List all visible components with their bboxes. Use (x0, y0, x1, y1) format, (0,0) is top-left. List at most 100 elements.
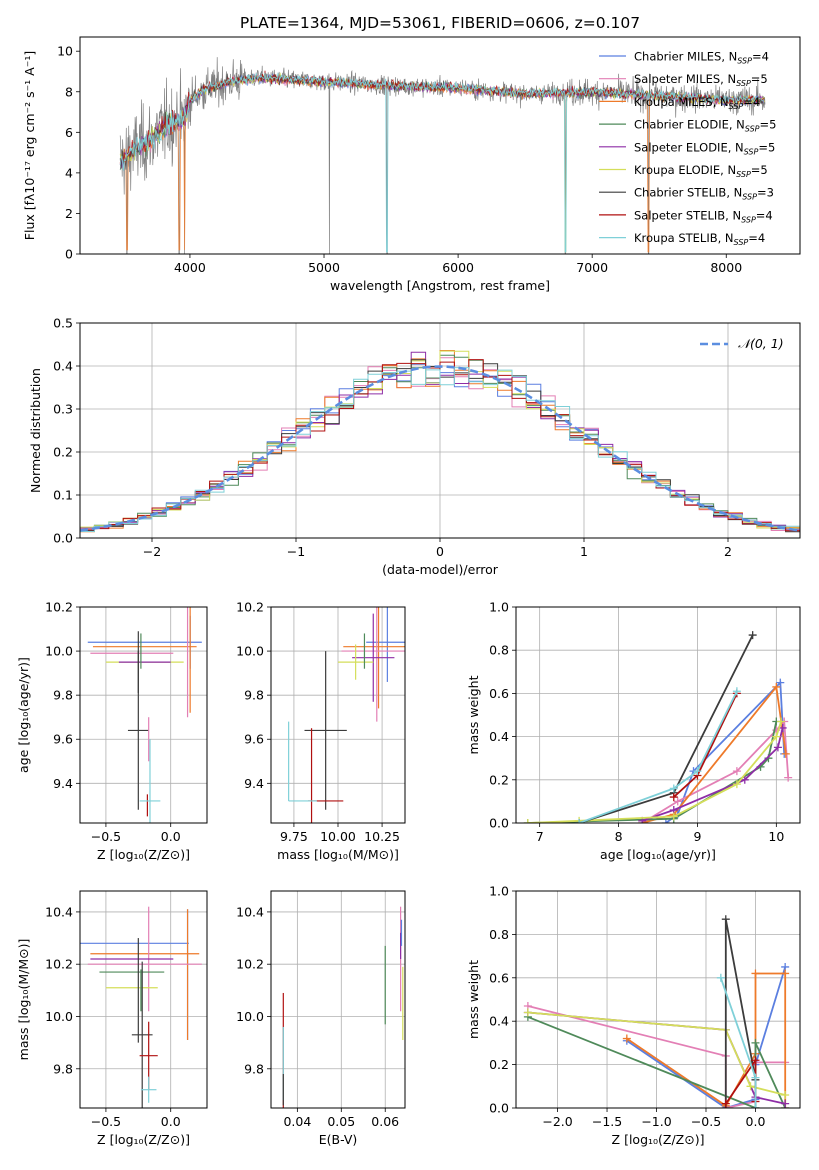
x-axis-label: age [log₁₀(age/yr)] (600, 847, 716, 862)
legend-nssp: =3 (757, 186, 774, 200)
weight-marker (772, 682, 781, 691)
x-tick-label: 10.00 (320, 829, 356, 844)
legend-entry-3: Chabrier ELODIE, NSSP=5 (634, 118, 776, 134)
x-tick-label: 9 (693, 829, 701, 844)
weight-marker (661, 819, 670, 823)
model-spectrum-7 (119, 70, 765, 164)
y-tick-label: 9.6 (244, 732, 264, 747)
x-tick-label: 0.0 (746, 1114, 766, 1129)
x-tick-label: 0.05 (327, 1114, 355, 1129)
y-tick-label: 0.8 (489, 927, 509, 942)
x-tick-label: −0.5 (91, 1114, 121, 1129)
plot-area (87, 607, 202, 823)
x-tick-label: 4000 (174, 260, 206, 275)
y-tick-label: 9.8 (53, 1061, 73, 1076)
error-bar-point (338, 644, 374, 680)
plot-area (80, 350, 800, 535)
weight-series-5 (527, 721, 782, 823)
weight-marker (575, 819, 584, 823)
plot-area (80, 906, 202, 1108)
y-tick-label: 10.4 (45, 904, 73, 919)
weight-marker (669, 793, 678, 802)
weight-marker (732, 687, 741, 696)
error-bar-point (352, 613, 395, 702)
weight-marker (669, 784, 678, 793)
x-tick-label: 7 (536, 829, 544, 844)
legend-name: Chabrier MILES, N (634, 50, 737, 64)
weight-marker (732, 780, 741, 789)
x-tick-label: −0.5 (691, 1114, 721, 1129)
weight-marker (716, 973, 725, 982)
axes-frame (270, 606, 406, 824)
y-tick-label: 10.0 (45, 644, 73, 659)
weight-marker (523, 819, 532, 823)
legend-nssp: =4 (743, 95, 760, 109)
weight-marker (772, 732, 781, 741)
x-tick-label: −1.0 (641, 1114, 671, 1129)
panel-spectrum: 4000 5000 6000 7000 8000 0 2 4 6 8 10 wavelength [A… (22, 36, 801, 293)
x-tick-label: 9.75 (280, 829, 308, 844)
y-tick-label: 0.0 (489, 1101, 509, 1116)
legend-nssp: =5 (758, 140, 775, 154)
x-axis-label: Z [log₁₀(Z/Z⊙)] (97, 1132, 190, 1147)
legend-nssp: =5 (751, 163, 768, 177)
legend-entry-4: Salpeter ELODIE, NSSP=5 (634, 140, 775, 156)
panel-mass_vs_Z: −0.5 0.0 9.8 10.0 10.2 10.4 Z [log₁₀(Z/Z⊙)] mas… (16, 890, 208, 1147)
y-axis-label: Normed distribution (28, 368, 43, 493)
weight-series-8 (578, 690, 738, 823)
y-tick-label: 0.6 (489, 970, 509, 985)
error-bar-point (140, 1076, 157, 1103)
weight-marker (776, 678, 785, 687)
error-bar-point (366, 607, 405, 682)
weight-series-2 (626, 972, 787, 1108)
panel-residuals: −2 −1 0 1 2 0.0 0.1 0.2 0.3 0.4 0.5 (data-model)/er… (28, 316, 801, 577)
legend-entry-7: Salpeter STELIB, NSSP=4 (634, 208, 773, 224)
x-axis-label: (data-model)/error (382, 562, 499, 577)
y-tick-label: 10.0 (236, 1009, 264, 1024)
histogram-8 (80, 367, 800, 532)
axes-frame (515, 606, 801, 824)
axes-frame (270, 890, 406, 1109)
error-bar-point (131, 961, 153, 1108)
legend-gaussian-label: 𝒩(0, 1) (738, 336, 784, 351)
weight-series-5 (527, 1011, 786, 1096)
y-tick-label: 0.0 (489, 816, 509, 831)
legend-subscript: SSP (737, 57, 752, 66)
error-bar-point (127, 651, 149, 810)
panel-age_vs_mass: 9.75 10.00 10.25 9.4 9.6 9.8 10.0 10.2 mass [log… (236, 600, 406, 862)
plot-area (282, 906, 404, 1108)
weight-marker (673, 797, 682, 806)
weight-series-1 (641, 719, 790, 823)
x-tick-label: 1 (580, 544, 588, 559)
y-tick-label: 2 (65, 206, 73, 221)
x-tick-label: 0.04 (283, 1114, 311, 1129)
observed-spectrum (119, 57, 766, 254)
weight-marker (777, 717, 786, 726)
y-tick-label: 10.2 (236, 957, 264, 972)
weight-series-1 (527, 1005, 786, 1108)
plot-area (288, 607, 405, 823)
x-axis-label: Z [log₁₀(Z/Z⊙)] (612, 1132, 705, 1147)
y-tick-label: 0.8 (489, 643, 509, 658)
legend-nssp: =5 (751, 72, 768, 86)
legend-nssp: =4 (756, 208, 773, 222)
y-tick-label: 9.6 (53, 732, 73, 747)
legend-entry-1: Salpeter MILES, NSSP=5 (634, 72, 768, 88)
y-tick-label: 0.4 (53, 359, 73, 374)
weight-marker (669, 812, 678, 821)
weight-marker (523, 1008, 532, 1017)
y-tick-label: 0.4 (489, 1014, 509, 1029)
x-tick-label: 6000 (442, 260, 474, 275)
y-tick-label: 0.0 (53, 531, 73, 546)
x-axis-label: Z [log₁₀(Z/Z⊙)] (97, 847, 190, 862)
legend-subscript: SSP (736, 79, 751, 88)
weight-marker (751, 969, 760, 978)
y-tick-label: 10.2 (45, 957, 73, 972)
legend-entry-8: Kroupa STELIB, NSSP=4 (634, 231, 765, 247)
plot-area (523, 915, 790, 1108)
y-tick-label: 9.4 (53, 776, 73, 791)
x-axis-label: mass [log₁₀(M/M⊙)] (277, 847, 399, 862)
x-tick-label: 0.06 (371, 1114, 399, 1129)
